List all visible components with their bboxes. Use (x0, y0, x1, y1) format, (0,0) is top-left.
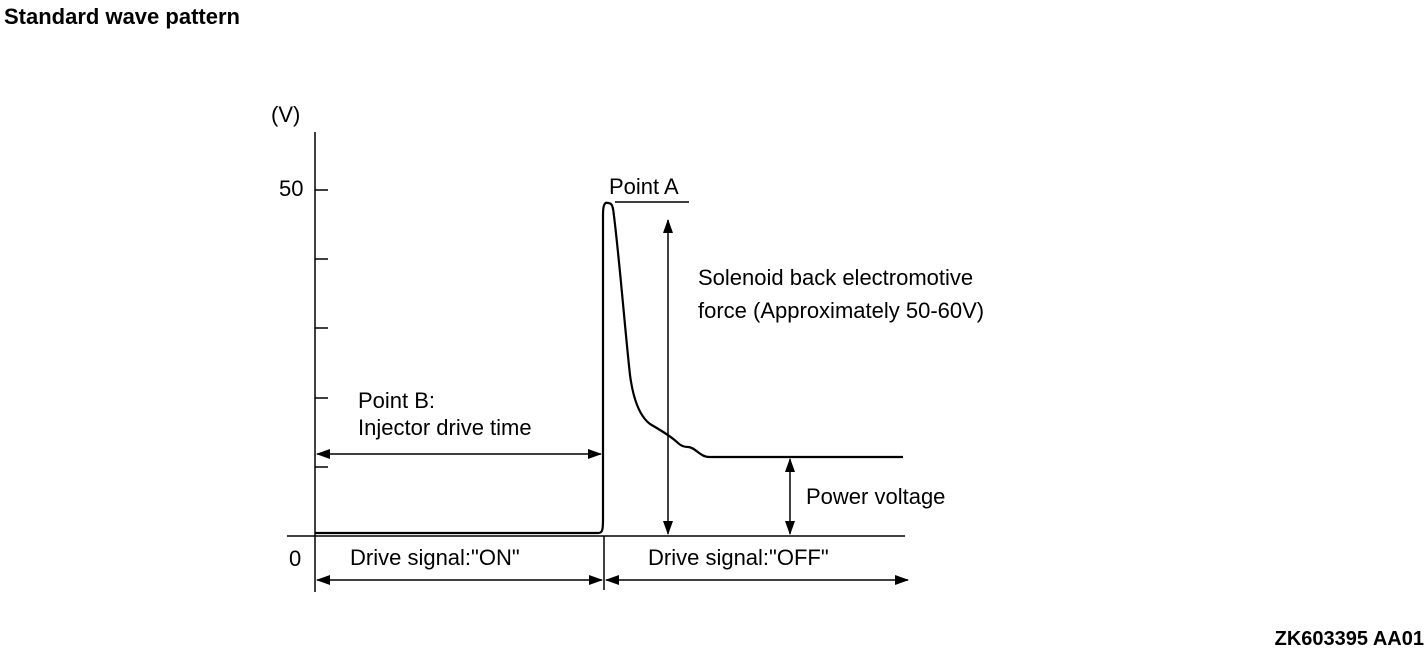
point-b-label-line1: Point B: (358, 388, 435, 413)
point-a-label: Point A (609, 174, 679, 199)
y-tick-label-0: 0 (289, 546, 301, 571)
page-title: Standard wave pattern (4, 4, 240, 29)
drive-off-label: Drive signal:"OFF" (648, 545, 829, 570)
point-b-label-line2: Injector drive time (358, 415, 532, 440)
figure-id: ZK603395 AA01 (1274, 628, 1424, 650)
back-emf-label-line1: Solenoid back electromotive (698, 265, 973, 290)
y-axis-unit-label: (V) (271, 102, 300, 127)
y-tick-label-50: 50 (279, 176, 303, 201)
power-voltage-label: Power voltage (806, 484, 945, 509)
waveform-trace (315, 201, 903, 535)
drive-on-label: Drive signal:"ON" (350, 545, 520, 570)
y-axis-ticks (315, 189, 328, 468)
back-emf-label-line2: force (Approximately 50-60V) (698, 298, 984, 323)
